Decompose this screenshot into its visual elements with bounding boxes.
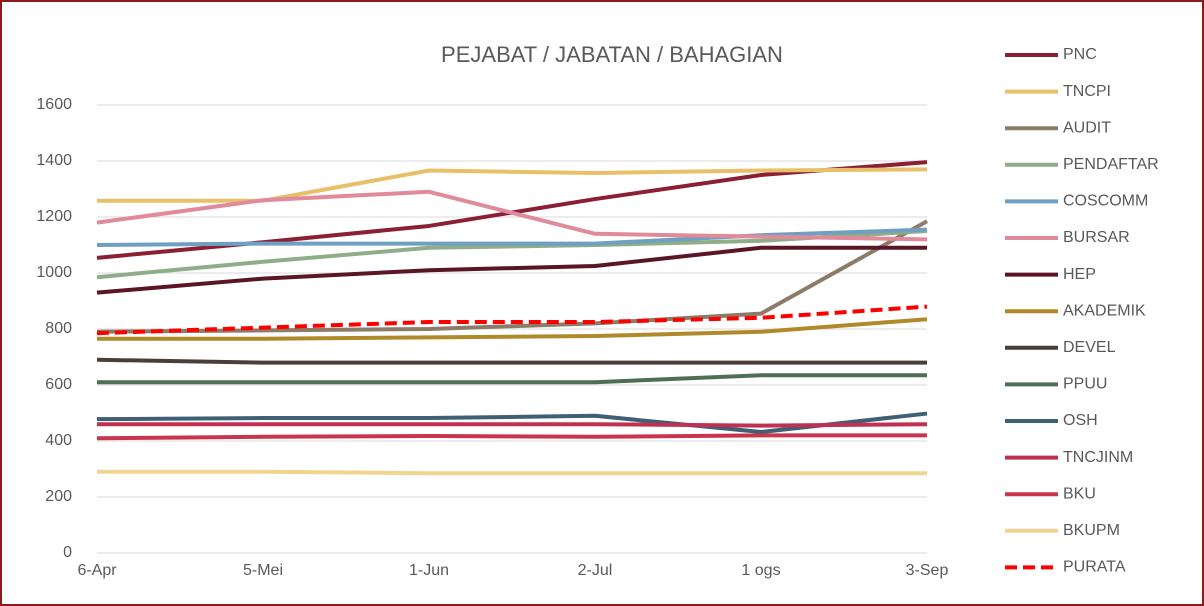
y-tick-label: 400 xyxy=(45,432,72,449)
y-tick-label: 0 xyxy=(63,544,72,561)
y-tick-label: 1200 xyxy=(36,208,72,225)
series-line xyxy=(96,245,927,295)
x-tick-label: 6-Apr xyxy=(77,562,117,579)
series-line xyxy=(96,304,928,336)
series-line xyxy=(97,317,928,341)
y-tick-label: 1000 xyxy=(36,264,72,281)
series-line xyxy=(96,411,928,435)
legend-label: BURSAR xyxy=(1063,229,1130,246)
series-line xyxy=(97,422,928,428)
legend-label: OSH xyxy=(1063,412,1098,429)
y-tick-label: 800 xyxy=(45,320,72,337)
legend-label: COSCOMM xyxy=(1063,193,1148,210)
legend-label: PPUU xyxy=(1063,376,1107,393)
legend-label: DEVEL xyxy=(1063,339,1116,356)
legend-label: TNCJINM xyxy=(1063,449,1133,466)
x-tick-label: 5-Mei xyxy=(243,562,283,579)
legend-label: BKUPM xyxy=(1063,522,1120,539)
y-tick-label: 1600 xyxy=(36,96,72,113)
y-tick-label: 200 xyxy=(45,488,72,505)
x-tick-label: 1 ogs xyxy=(741,562,780,579)
y-tick-label: 1400 xyxy=(36,152,72,169)
chart-title: PEJABAT / JABATAN / BAHAGIAN xyxy=(441,42,783,67)
legend-label: PNC xyxy=(1063,46,1097,63)
series-line xyxy=(96,229,928,280)
series-line xyxy=(96,433,927,441)
series-line xyxy=(97,167,928,203)
legend-label: TNCPI xyxy=(1063,83,1111,100)
x-tick-label: 1-Jun xyxy=(409,562,449,579)
legend-label: HEP xyxy=(1063,266,1096,283)
series-line xyxy=(96,227,928,247)
legend-label: PENDAFTAR xyxy=(1063,156,1159,173)
legend-label: AUDIT xyxy=(1063,119,1111,136)
series-line xyxy=(97,469,927,476)
legend-label: AKADEMIK xyxy=(1063,302,1146,319)
series-line xyxy=(97,373,927,385)
series-line xyxy=(96,357,927,365)
y-tick-label: 600 xyxy=(45,376,72,393)
series-line xyxy=(96,189,928,242)
legend-label: PURATA xyxy=(1063,559,1126,576)
x-tick-label: 2-Jul xyxy=(578,562,613,579)
series-line xyxy=(96,219,928,334)
x-tick-label: 3-Sep xyxy=(906,562,949,579)
legend-label: BKU xyxy=(1063,485,1096,502)
